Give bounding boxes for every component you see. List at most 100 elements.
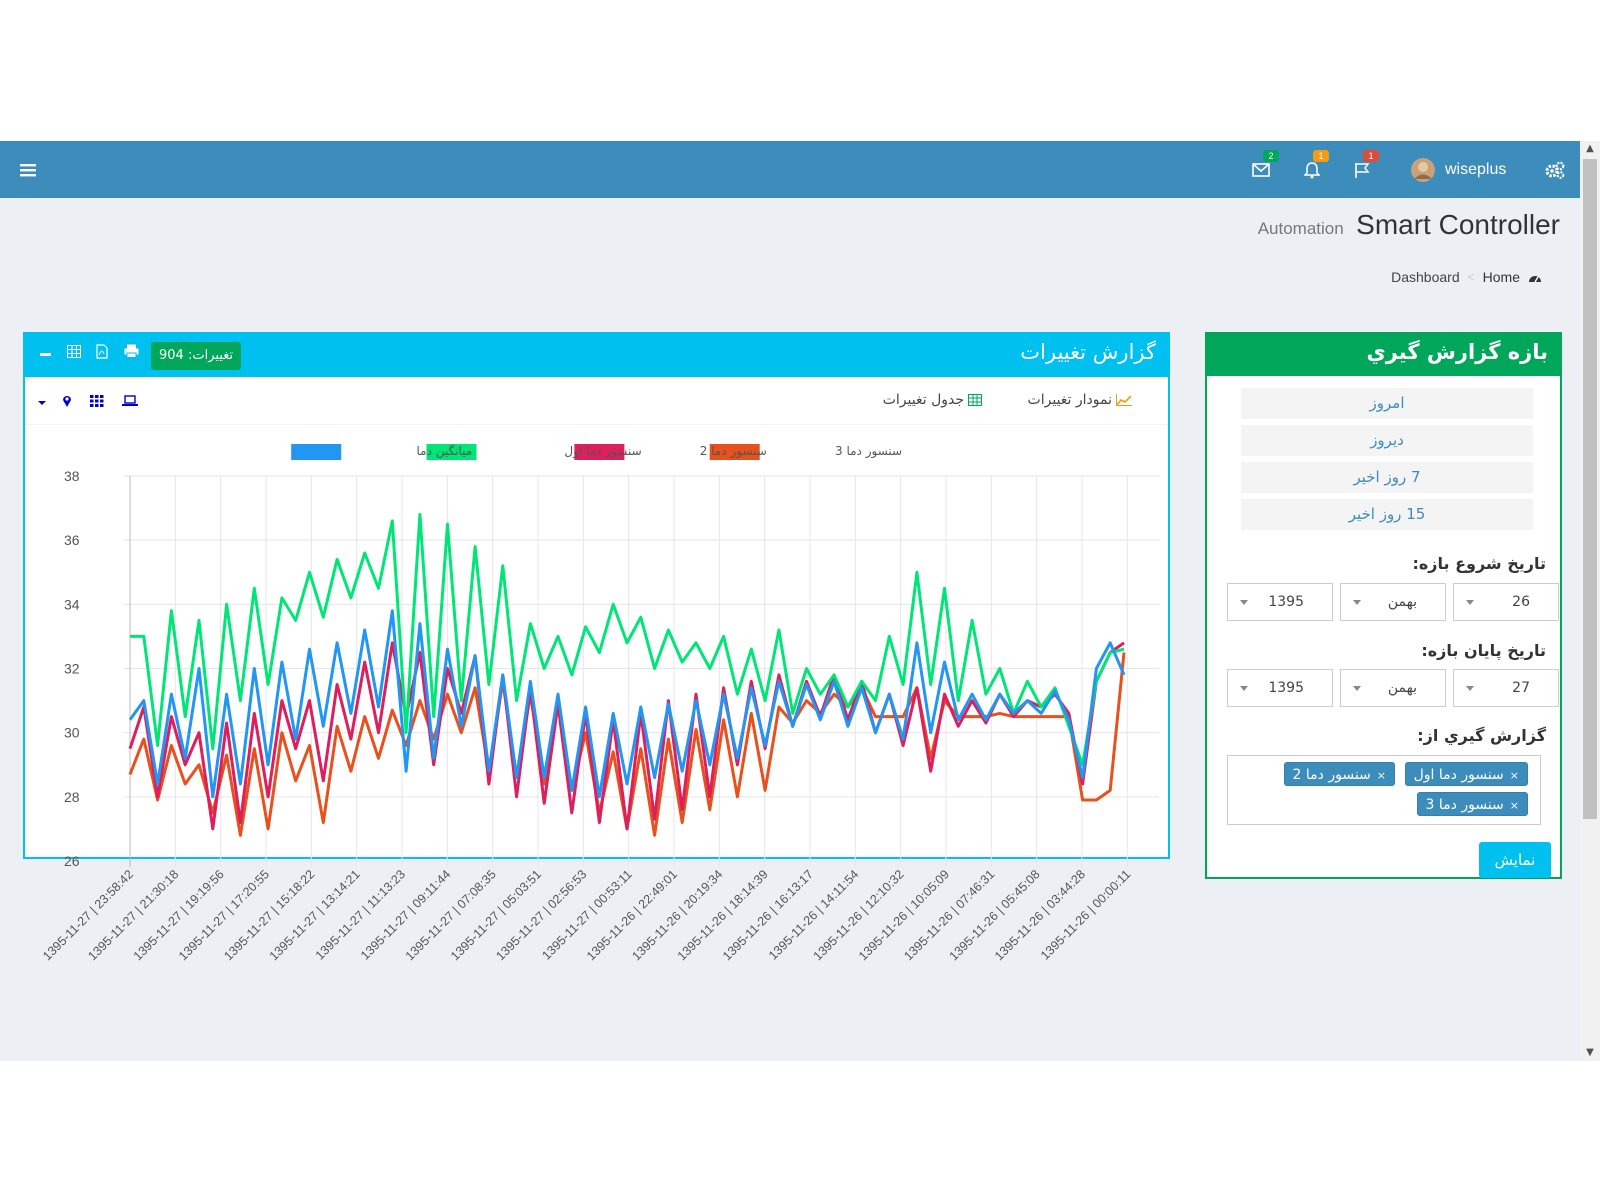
legend-swatch: [709, 444, 760, 460]
range-panel-header: بازه گزارش گيري: [1205, 332, 1562, 376]
x-tick-label: 1395-11-27 | 09:11:44: [358, 867, 453, 962]
y-tick-label: 38: [64, 468, 80, 484]
chevron-down-icon: [1240, 600, 1248, 605]
end-day-select[interactable]: 27: [1453, 669, 1559, 707]
end-day-value: 27: [1512, 680, 1530, 696]
report-range-panel: بازه گزارش گيري امروز ديروز 7 روز اخير 1…: [1205, 332, 1562, 879]
tab-changes-chart-label: نمودار تغييرات: [1027, 392, 1112, 408]
tasks-count-badge: 1: [1363, 150, 1379, 162]
tag-remove-icon[interactable]: ×: [1509, 799, 1519, 812]
tag-remove-icon[interactable]: ×: [1376, 769, 1386, 782]
end-month-select[interactable]: بهمن: [1340, 669, 1446, 707]
gears-icon: [1545, 161, 1565, 179]
avatar: [1411, 158, 1435, 182]
x-tick-label: 1395-11-27 | 00:53:11: [539, 867, 634, 962]
x-tick-label: 1395-11-27 | 07:08:35: [403, 867, 499, 963]
line-chart-icon: [1116, 394, 1132, 406]
quick-range-yesterday[interactable]: ديروز: [1241, 425, 1533, 456]
end-year-value: 1395: [1268, 680, 1304, 696]
x-tick-label: 1395-11-27 | 21:30:18: [85, 867, 181, 963]
hamburger-icon: [20, 164, 36, 177]
page-subtitle: Automation: [1257, 219, 1344, 238]
quick-range-today[interactable]: امروز: [1241, 388, 1533, 419]
tab-changes-table-label: جدول تغييرات: [882, 392, 964, 408]
chart-tabs-bar: نمودار تغييرات جدول تغييرات: [25, 378, 1168, 425]
changes-count-badge: تغييرات: 904: [151, 342, 242, 370]
print-icon[interactable]: [124, 344, 139, 358]
chevron-down-icon: [1240, 686, 1248, 691]
y-tick-label: 26: [64, 853, 80, 869]
x-tick-label: 1395-11-26 | 10:05:09: [856, 867, 952, 963]
x-tick-label: 1395-11-27 | 05:03:51: [448, 867, 544, 963]
pdf-export-icon[interactable]: [96, 344, 108, 359]
scrollbar-thumb[interactable]: [1583, 159, 1597, 819]
end-date-label: تاريخ پايان بازه:: [1421, 641, 1546, 660]
sensor-tag-3: × سنسور دما 3: [1416, 792, 1528, 816]
breadcrumb-separator-icon: <: [1467, 270, 1475, 284]
start-year-select[interactable]: 1395: [1227, 583, 1333, 621]
tasks-button[interactable]: 1: [1354, 150, 1379, 183]
scroll-down-icon[interactable]: ▼: [1586, 1047, 1594, 1058]
vertical-scrollbar[interactable]: ▲ ▼: [1580, 141, 1600, 1061]
start-month-select[interactable]: بهمن: [1340, 583, 1446, 621]
grid-icon[interactable]: [90, 395, 104, 407]
app-screen: 2 1 1 wiseplus: [0, 141, 1600, 1061]
laptop-icon[interactable]: [122, 395, 138, 407]
quick-range-7-days[interactable]: 7 روز اخير: [1241, 462, 1533, 493]
breadcrumb-current: Dashboard: [1391, 269, 1460, 285]
x-tick-label: 1395-11-26 | 22:49:01: [584, 867, 680, 963]
end-year-select[interactable]: 1395: [1227, 669, 1333, 707]
chevron-down-icon: [1466, 600, 1474, 605]
breadcrumb-home-link[interactable]: Home: [1482, 269, 1520, 285]
page-title: Smart Controller: [1356, 209, 1560, 240]
tag-remove-icon[interactable]: ×: [1509, 769, 1519, 782]
x-tick-label: 1395-11-26 | 12:10:32: [811, 867, 907, 963]
x-tick-label: 1395-11-27 | 17:20:55: [176, 867, 272, 963]
start-date-label: تاريخ شروع بازه:: [1412, 554, 1546, 573]
bell-icon: [1304, 161, 1320, 178]
x-tick-label: 1395-11-26 | 16:13:17: [720, 867, 816, 963]
legend-swatch: [574, 444, 625, 460]
legend-label: سنسور دما اول: [564, 444, 641, 459]
quick-range-15-days[interactable]: 15 روز اخير: [1241, 499, 1533, 530]
dashboard-icon: [1529, 276, 1541, 283]
chevron-down-icon: [1353, 600, 1361, 605]
sensor-tag-1: × سنسور دما اول: [1404, 762, 1528, 786]
show-report-button[interactable]: نمايش: [1479, 842, 1551, 878]
sidebar-toggle-button[interactable]: [20, 157, 36, 183]
collapse-icon[interactable]: [40, 344, 52, 364]
envelope-icon: [1252, 163, 1270, 177]
messages-button[interactable]: 2: [1252, 150, 1279, 183]
legend-swatch: [291, 444, 342, 460]
chevron-down-icon: [1466, 686, 1474, 691]
legend-label: سنسور دما 3: [835, 444, 902, 459]
x-tick-label: 1395-11-26 | 20:19:34: [629, 867, 725, 963]
x-tick-label: 1395-11-26 | 03:44:28: [992, 867, 1088, 963]
caret-down-icon[interactable]: [37, 400, 47, 406]
notifications-button[interactable]: 1: [1304, 150, 1329, 183]
scroll-up-icon[interactable]: ▲: [1586, 143, 1594, 154]
series-line: [128, 609, 1126, 799]
end-month-value: بهمن: [1387, 680, 1417, 696]
notifications-count-badge: 1: [1313, 150, 1329, 162]
x-tick-label: 1395-11-27 | 23:58:42: [40, 867, 136, 963]
start-month-value: بهمن: [1387, 594, 1417, 610]
x-tick-label: 1395-11-26 | 18:14:39: [675, 867, 771, 963]
table-export-icon[interactable]: [67, 345, 81, 358]
y-tick-label: 30: [64, 725, 80, 741]
tab-changes-table[interactable]: جدول تغييرات: [883, 392, 982, 408]
user-menu[interactable]: wiseplus: [1411, 157, 1506, 183]
sensor-tag-label: سنسور دما 3: [1425, 797, 1504, 813]
sensor-multiselect[interactable]: × سنسور دما اول × سنسور دما 2 × سنسور دما 3: [1227, 755, 1541, 825]
tab-changes-chart[interactable]: نمودار تغييرات: [1028, 392, 1132, 408]
page-header: Automation Smart Controller: [1258, 209, 1560, 241]
report-source-label: گزارش گيري از:: [1417, 726, 1546, 745]
start-day-select[interactable]: 26: [1453, 583, 1559, 621]
y-tick-label: 34: [64, 596, 80, 612]
flag-icon: [1355, 162, 1370, 178]
map-marker-icon[interactable]: [62, 394, 72, 408]
settings-button[interactable]: [1545, 157, 1565, 183]
start-day-value: 26: [1512, 594, 1530, 610]
breadcrumb: Dashboard < Home: [1391, 269, 1542, 285]
